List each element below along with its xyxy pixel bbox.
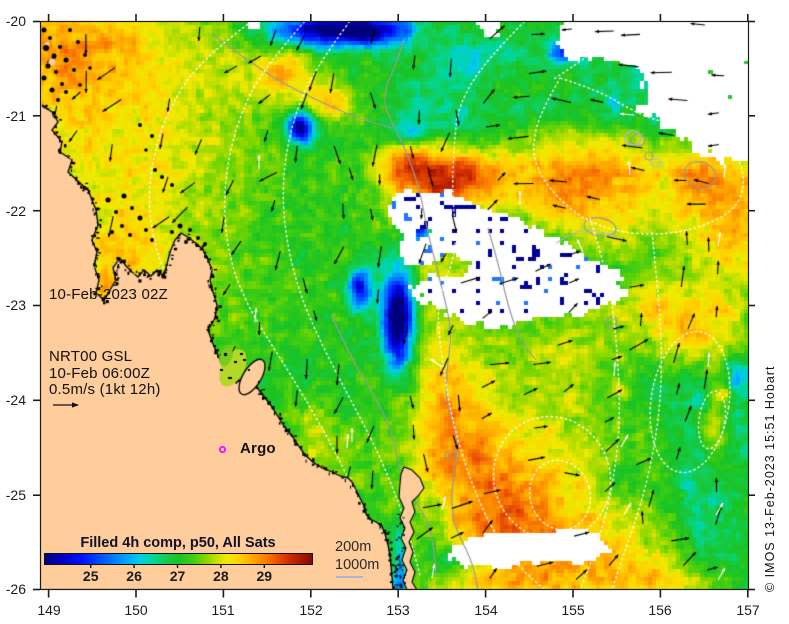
svg-text:28: 28: [213, 568, 229, 584]
svg-text:26: 26: [126, 568, 142, 584]
svg-text:25: 25: [83, 568, 99, 584]
svg-text:29: 29: [257, 568, 273, 584]
svg-text:27: 27: [170, 568, 186, 584]
